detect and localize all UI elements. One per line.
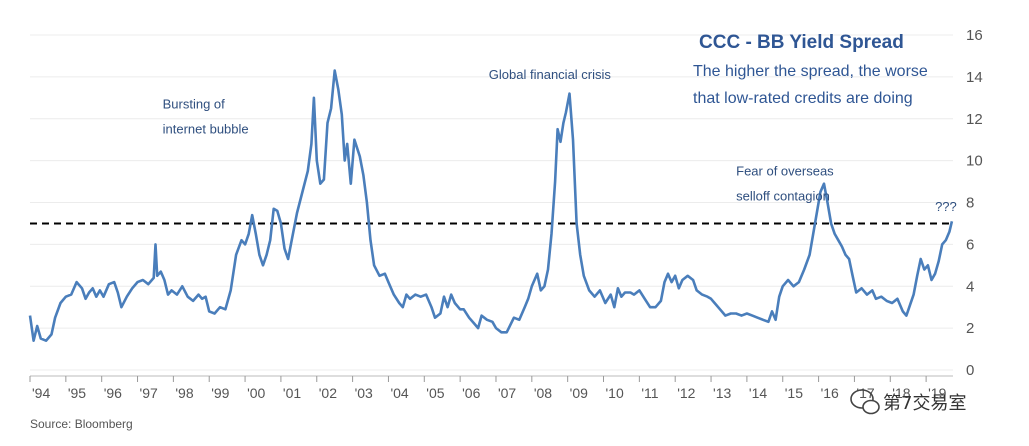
x-tick-label: '07 bbox=[498, 385, 516, 401]
annotation: Global financial crisis bbox=[489, 67, 612, 82]
x-tick-label: '97 bbox=[140, 385, 158, 401]
x-tick-label: '94 bbox=[32, 385, 50, 401]
x-tick-label: '06 bbox=[462, 385, 480, 401]
chart-title: CCC - BB Yield Spread bbox=[699, 32, 904, 53]
x-tick-label: '19 bbox=[928, 385, 946, 401]
y-tick-label: 6 bbox=[966, 236, 974, 253]
y-tick-label: 14 bbox=[966, 69, 983, 86]
x-tick-label: '10 bbox=[606, 385, 624, 401]
x-tick-label: '09 bbox=[570, 385, 588, 401]
y-gridlines bbox=[30, 34, 953, 371]
x-tick-label: '12 bbox=[677, 385, 695, 401]
annotation-text: Bursting of bbox=[163, 96, 226, 111]
annotation-text: selloff contagion bbox=[736, 188, 830, 203]
x-tick-label: '08 bbox=[534, 385, 552, 401]
x-tick-label: '14 bbox=[749, 385, 767, 401]
x-tick-label: '17 bbox=[856, 385, 874, 401]
watermark: 第7交易室 bbox=[850, 389, 966, 415]
y-tick-label: 0 bbox=[966, 362, 974, 379]
x-tick-label: '18 bbox=[892, 385, 910, 401]
x-tick-label: '03 bbox=[355, 385, 373, 401]
annotation: Bursting of internet bubble bbox=[163, 96, 249, 136]
annotation-text: internet bubble bbox=[163, 121, 249, 136]
annotation-text: ??? bbox=[935, 199, 957, 214]
annotation: ??? bbox=[935, 199, 957, 214]
y-tick-label: 16 bbox=[966, 27, 983, 44]
annotation-text: Fear of overseas bbox=[736, 163, 834, 178]
x-tick-label: '15 bbox=[785, 385, 803, 401]
y-tick-label: 2 bbox=[966, 320, 974, 337]
y-axis: 0 2 4 6 8 10 12 14 16 bbox=[966, 27, 983, 379]
y-tick-label: 12 bbox=[966, 111, 983, 128]
x-tick-label: '05 bbox=[426, 385, 444, 401]
x-axis: '94 '95 '96 '97 '98 '99 '00 '01 '02 '03 '04 '05 '06 '… bbox=[29, 375, 953, 401]
x-tick-label: '99 bbox=[211, 385, 229, 401]
wechat-logo-icon bbox=[850, 389, 880, 415]
x-tick-label: '98 bbox=[175, 385, 193, 401]
x-tick-label: '96 bbox=[104, 385, 122, 401]
watermark-text: 第7交易室 bbox=[883, 393, 966, 414]
x-tick-label: '95 bbox=[68, 385, 86, 401]
y-tick-label: 10 bbox=[966, 153, 983, 170]
x-tick-label: '00 bbox=[247, 385, 265, 401]
x-tick-label: '11 bbox=[641, 385, 658, 401]
chart-subtitle-line-1: The higher the spread, the worse bbox=[693, 63, 928, 80]
x-tick-label: '02 bbox=[319, 385, 337, 401]
source-note: Source: Bloomberg bbox=[30, 417, 133, 431]
x-tick-label: '04 bbox=[390, 385, 408, 401]
annotation-text: Global financial crisis bbox=[489, 67, 612, 82]
x-tick-label: '13 bbox=[713, 385, 731, 401]
annotations: Bursting of internet bubble Global financi… bbox=[163, 67, 957, 214]
y-tick-label: 8 bbox=[966, 195, 974, 212]
x-tick-label: '16 bbox=[821, 385, 839, 401]
x-tick-label: '01 bbox=[283, 385, 301, 401]
chart-subtitle-line-2: that low-rated credits are doing bbox=[693, 90, 913, 107]
series-line bbox=[28, 69, 954, 342]
y-tick-label: 4 bbox=[966, 278, 974, 295]
annotation: Fear of overseas selloff contagion bbox=[736, 163, 834, 203]
